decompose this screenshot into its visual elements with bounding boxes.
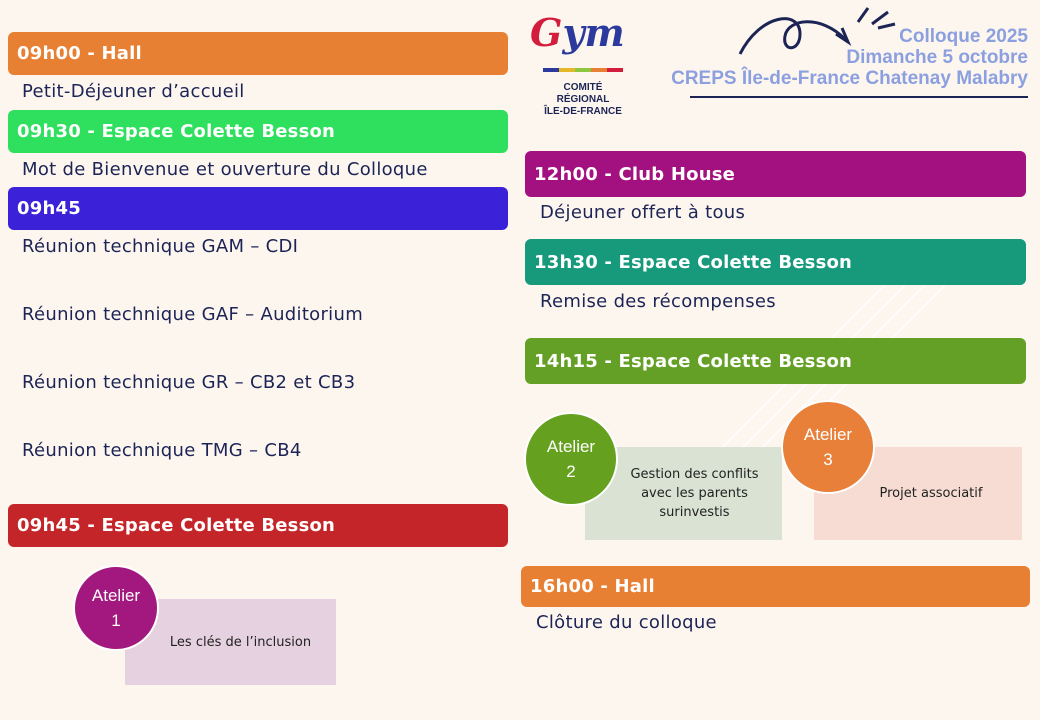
hall-time-bar: 09h00 - Hall bbox=[8, 32, 508, 75]
atelier1-number: 1 bbox=[111, 611, 121, 630]
closing-time-bar: 16h00 - Hall bbox=[521, 566, 1030, 607]
atelier3-number: 3 bbox=[823, 450, 833, 469]
atelier3-circle: Atelier 3 bbox=[781, 400, 875, 494]
awards-time-bar: 13h30 - Espace Colette Besson bbox=[525, 239, 1026, 285]
atelier3-text: Projet associatif bbox=[879, 486, 983, 501]
technical-time-bar: 09h45 bbox=[8, 187, 508, 230]
title-underline bbox=[690, 96, 1028, 98]
atelier1-box: Les clés de l’inclusion bbox=[125, 599, 336, 685]
atelier2-text-line-2: avec les parents bbox=[641, 486, 748, 501]
logo-color-stripe bbox=[543, 68, 623, 72]
technical-meeting-gaf: Réunion technique GAF – Auditorium bbox=[22, 304, 364, 325]
awards-activity: Remise des récompenses bbox=[540, 291, 776, 312]
atelier1-text: Les clés de l’inclusion bbox=[169, 634, 312, 650]
committee-line-1: COMITÉ bbox=[563, 82, 603, 93]
workshop-time-bar: 09h45 - Espace Colette Besson bbox=[8, 504, 508, 547]
event-title-line-2: Dimanche 5 octobre bbox=[846, 47, 1028, 68]
gym-logo-text: Gym bbox=[530, 10, 625, 55]
event-title-line-1: Colloque 2025 bbox=[899, 26, 1028, 47]
atelier1-circle: Atelier 1 bbox=[73, 565, 159, 651]
event-title: Colloque 2025 Dimanche 5 octobre CREPS Î… bbox=[671, 26, 1028, 89]
committee-line-2: RÉGIONAL bbox=[556, 94, 610, 105]
atelier2-box: Gestion des conflits avec les parents su… bbox=[585, 447, 782, 540]
atelier2-circle: Atelier 2 bbox=[524, 412, 618, 506]
lunch-time-bar: 12h00 - Club House bbox=[525, 151, 1026, 197]
technical-meeting-tmg: Réunion technique TMG – CB4 bbox=[22, 440, 302, 461]
committee-line-3: ÎLE-DE-FRANCE bbox=[544, 106, 622, 117]
atelier1-label: Atelier bbox=[91, 586, 141, 605]
closing-activity: Clôture du colloque bbox=[536, 612, 717, 633]
hall-activity: Petit-Déjeuner d’accueil bbox=[22, 81, 245, 102]
welcome-activity: Mot de Bienvenue et ouverture du Colloqu… bbox=[22, 159, 428, 180]
atelier2-text-line-3: surinvestis bbox=[659, 505, 730, 520]
loop-arrow-icon bbox=[738, 7, 896, 55]
committee-name: COMITÉ RÉGIONAL ÎLE-DE-FRANCE bbox=[528, 82, 638, 118]
workshops-time-bar: 14h15 - Espace Colette Besson bbox=[525, 338, 1026, 384]
atelier2-number: 2 bbox=[566, 462, 576, 481]
event-title-line-3: CREPS Île-de-France Chatenay Malabry bbox=[671, 68, 1028, 89]
atelier2-label: Atelier bbox=[546, 437, 596, 456]
atelier2-text: Gestion des conflits avec les parents su… bbox=[608, 465, 758, 522]
welcome-time-bar: 09h30 - Espace Colette Besson bbox=[8, 110, 508, 153]
technical-meeting-gr: Réunion technique GR – CB2 et CB3 bbox=[22, 372, 356, 393]
atelier2-text-line-1: Gestion des conflits bbox=[630, 467, 759, 482]
atelier3-label: Atelier bbox=[803, 425, 853, 444]
lunch-activity: Déjeuner offert à tous bbox=[540, 202, 746, 223]
technical-meeting-gam: Réunion technique GAM – CDI bbox=[22, 236, 299, 257]
